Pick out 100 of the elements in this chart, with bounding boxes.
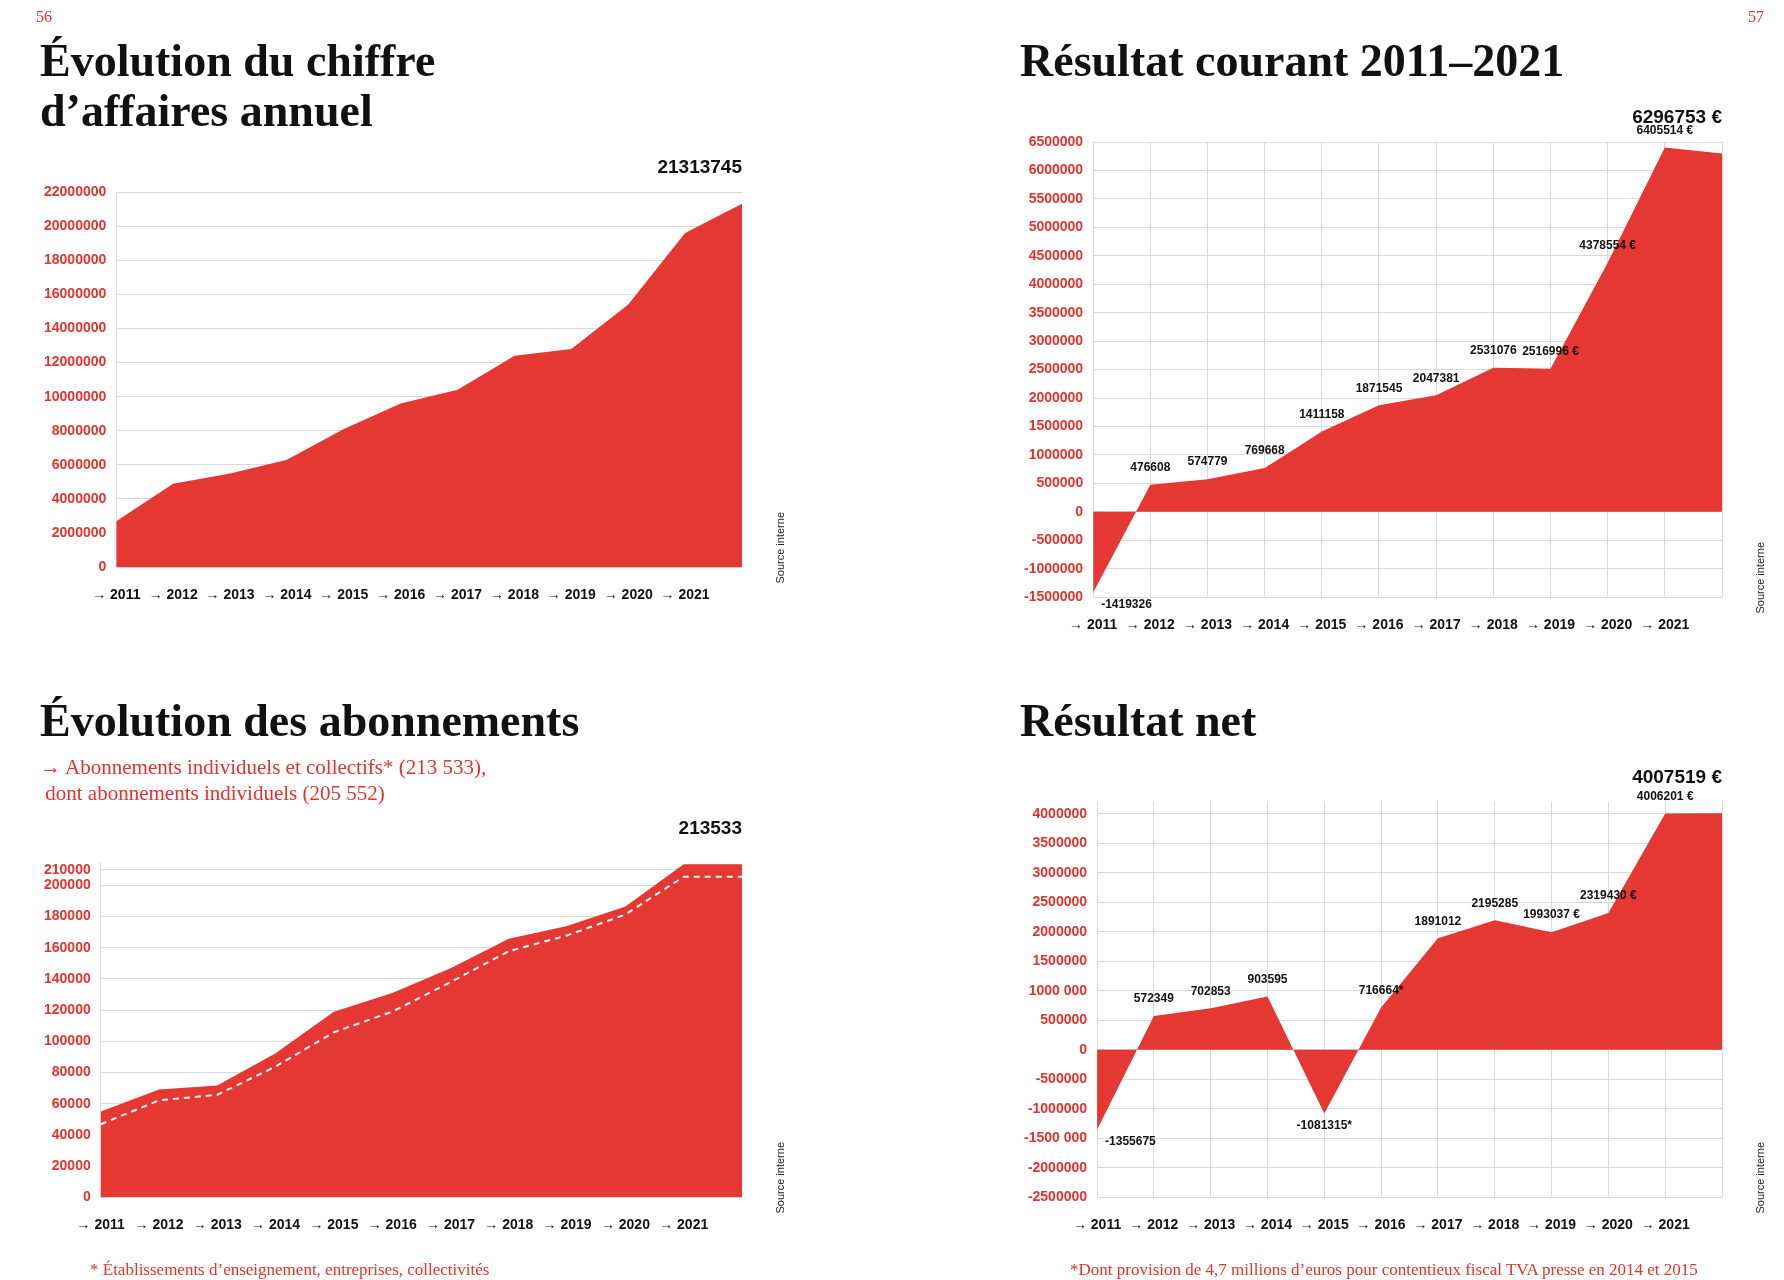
- data-label: 4006201 €: [1636, 788, 1694, 803]
- text: *Dont provision de 4,7 millions d’euros pour contentieux fiscal TVA presse en 2014 et 2015: [1070, 1260, 1699, 1280]
- y-tick-label: 6500000: [1028, 132, 1084, 149]
- data-label: -1419326: [1101, 596, 1153, 611]
- chart-title: Résultat net: [1020, 695, 1258, 746]
- y-tick-label: 0: [1075, 502, 1084, 519]
- y-tick-label: 40000: [51, 1125, 91, 1142]
- y-tick-label: 16000000: [43, 285, 107, 302]
- x-tick-label: → 2012: [1125, 616, 1176, 633]
- source-note: Source interne: [1754, 1142, 1766, 1214]
- x-tick-label: → 2011: [76, 1216, 126, 1233]
- x-tick-label: → 2011: [1072, 1216, 1122, 1233]
- x-tick-label: → 2016: [1356, 1216, 1406, 1233]
- source-note: Source interne: [774, 1142, 786, 1214]
- x-tick-label: → 2012: [148, 586, 198, 603]
- y-tick-label: 3000000: [1032, 863, 1088, 880]
- x-tick-label: → 2019: [546, 586, 597, 603]
- y-tick-label: 22000000: [43, 182, 107, 199]
- y-tick-label: 20000: [51, 1156, 91, 1173]
- y-tick-label: -500000: [1031, 531, 1084, 548]
- x-tick-label: → 2012: [134, 1216, 184, 1233]
- x-tick-label: → 2017: [1411, 616, 1461, 633]
- x-tick-label: → 2018: [489, 586, 540, 603]
- x-tick-label: → 2020: [603, 586, 653, 603]
- data-label: 1871545: [1355, 380, 1403, 395]
- y-tick-label: -2000000: [1027, 1158, 1088, 1175]
- y-tick-label: 140000: [44, 969, 91, 986]
- x-tick-label: → 2011: [92, 586, 141, 603]
- x-tick-label: → 2018: [1470, 1216, 1520, 1233]
- y-tick-label: 1000000: [1028, 445, 1084, 462]
- data-label: 574779: [1187, 454, 1228, 469]
- data-label: 1411158: [1299, 406, 1345, 421]
- y-tick-label: 80000: [51, 1063, 91, 1080]
- x-tick-label: → 2015: [309, 1216, 359, 1233]
- text: 57: [1748, 8, 1764, 26]
- y-tick-label: 0: [82, 1188, 91, 1205]
- y-tick-label: 4000000: [1028, 275, 1084, 292]
- x-tick-label: → 2021: [1640, 1216, 1690, 1233]
- x-tick-label: → 2012: [1129, 1216, 1179, 1233]
- chart-title: Résultat courant 2011–2021: [1020, 35, 1566, 86]
- data-label: 213533: [678, 817, 742, 839]
- x-tick-label: → 2013: [1182, 616, 1233, 633]
- x-tick-label: → 2017: [433, 586, 483, 603]
- y-tick-label: 2000000: [1032, 922, 1088, 939]
- x-tick-label: → 2011: [1069, 616, 1118, 633]
- y-tick-label: 3500000: [1032, 834, 1088, 851]
- x-tick-label: → 2021: [660, 586, 710, 603]
- data-label: 702853: [1190, 983, 1232, 998]
- y-tick-label: 5000000: [1028, 218, 1084, 235]
- data-label: 572349: [1133, 991, 1175, 1006]
- x-tick-label: → 2016: [367, 1216, 417, 1233]
- x-tick-label: → 2018: [1468, 616, 1519, 633]
- y-tick-label: 3000000: [1028, 332, 1084, 349]
- y-tick-label: -1000000: [1023, 559, 1084, 576]
- x-tick-label: → 2016: [1354, 616, 1404, 633]
- y-tick-label: -1000000: [1027, 1099, 1088, 1116]
- x-tick-label: → 2015: [1299, 1216, 1350, 1233]
- y-tick-label: 2000000: [1028, 388, 1084, 405]
- x-tick-label: → 2014: [262, 586, 312, 603]
- x-tick-label: → 2021: [659, 1216, 709, 1233]
- data-label: 769668: [1244, 443, 1286, 458]
- x-tick-label: → 2017: [425, 1216, 476, 1233]
- data-label: 2195285: [1471, 895, 1519, 910]
- data-label: 1891012: [1414, 913, 1462, 928]
- data-label: 1993037 €: [1523, 907, 1581, 922]
- x-tick-label: → 2020: [600, 1216, 651, 1233]
- y-tick-label: 4000000: [1032, 804, 1088, 821]
- source-note: Source interne: [774, 512, 786, 584]
- y-tick-label: 6000000: [1028, 161, 1084, 178]
- y-tick-label: 4000000: [51, 489, 107, 506]
- y-tick-label: 5500000: [1028, 189, 1084, 206]
- y-tick-label: 10000000: [43, 387, 107, 404]
- data-label: -1081315*: [1296, 1117, 1353, 1132]
- y-tick-label: 210000: [44, 860, 91, 877]
- x-tick-label: → 2014: [1242, 1216, 1293, 1233]
- x-tick-label: → 2019: [542, 1216, 592, 1233]
- chart-title: Évolution des abonnements: [40, 695, 581, 746]
- y-tick-label: 14000000: [43, 319, 107, 336]
- y-tick-label: 20000000: [43, 216, 107, 233]
- y-tick-label: 2500000: [1028, 360, 1084, 377]
- y-tick-label: 160000: [44, 938, 91, 955]
- text: 56: [36, 8, 52, 26]
- data-label: 21313745: [657, 156, 743, 178]
- x-tick-label: → 2018: [484, 1216, 534, 1233]
- x-tick-label: → 2015: [1297, 616, 1347, 633]
- chart-subtitle: → Abonnements individuels et collectifs* (213 533), dont abonnements individuels (205 552): [40, 754, 488, 806]
- line-series: [99, 875, 743, 1126]
- data-label: 476608: [1130, 460, 1171, 475]
- y-tick-label: -1500 000: [1023, 1129, 1088, 1146]
- y-tick-label: -500000: [1035, 1070, 1088, 1087]
- data-label: 2531076: [1469, 343, 1518, 358]
- y-tick-label: 18000000: [43, 251, 107, 268]
- x-tick-label: → 2015: [319, 586, 369, 603]
- x-tick-label: → 2013: [192, 1216, 243, 1233]
- data-label: -1355675: [1105, 1134, 1157, 1149]
- x-tick-label: → 2013: [1186, 1216, 1236, 1233]
- y-tick-label: 0: [1079, 1040, 1088, 1057]
- y-tick-label: 1000 000: [1028, 981, 1088, 998]
- x-tick-label: → 2014: [1240, 616, 1290, 633]
- y-tick-label: 100000: [44, 1032, 91, 1049]
